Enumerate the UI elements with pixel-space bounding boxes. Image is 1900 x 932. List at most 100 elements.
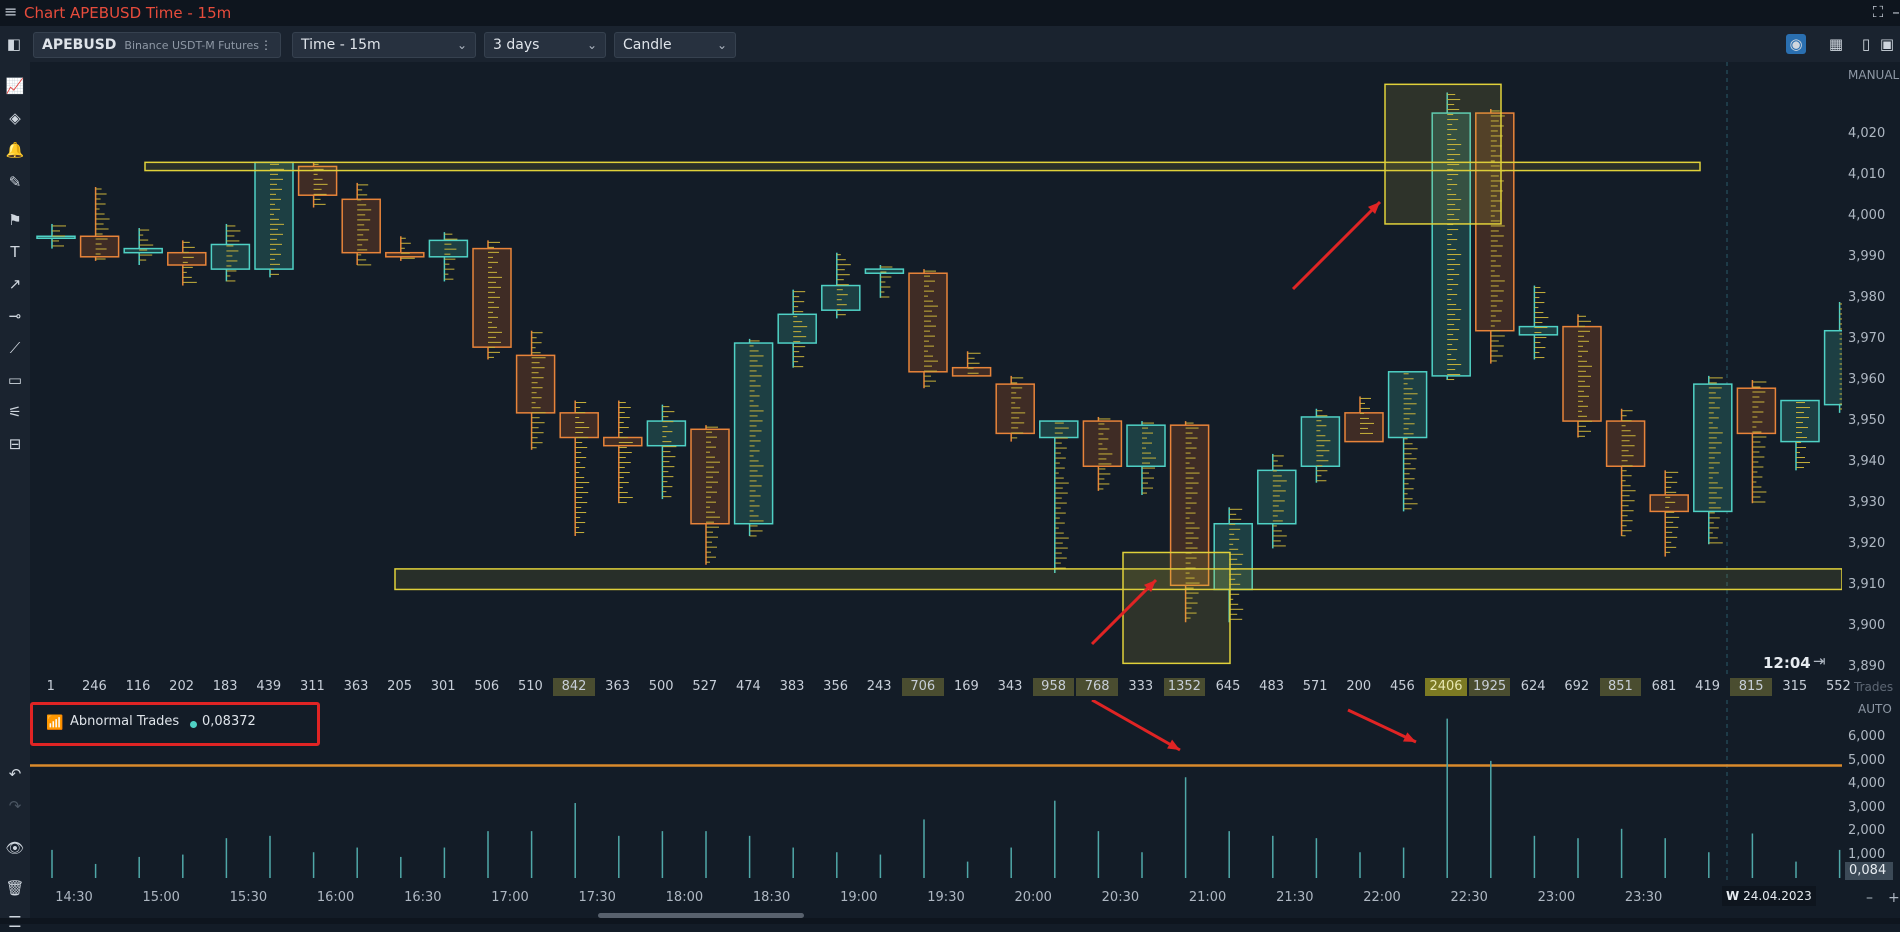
timeframe-select[interactable]: Time - 15m ⌄ [292,32,476,58]
zoom-in-icon[interactable]: + [1888,890,1900,906]
trend-line-icon[interactable]: ⟋ [9,339,21,357]
trades-cell: 815 [1730,678,1772,696]
indicator-legend[interactable]: 📶 Abnormal Trades 0,08372 [30,702,320,746]
zoom-out-icon[interactable]: – [1866,890,1873,906]
candle[interactable] [733,338,774,537]
candle[interactable] [210,223,251,282]
auto-scroll-icon[interactable]: ◉ [1786,34,1806,54]
candle-body [951,366,992,377]
support-zone[interactable] [394,568,1842,591]
chevron-down-icon: ⌄ [586,38,597,52]
candle[interactable] [1257,453,1297,549]
flag-icon[interactable]: ⚑ [8,211,22,229]
price-tick-label: 3,900 [1848,618,1886,634]
candle[interactable] [254,161,294,278]
trades-cell: 842 [553,678,595,696]
range-select[interactable]: 3 days ⌄ [484,32,606,58]
candle[interactable] [167,240,207,286]
trades-cell: 183 [212,679,238,694]
price-tick-label: 3,950 [1848,413,1886,429]
candle[interactable] [515,330,556,450]
horizontal-line-icon[interactable]: ⊸ [8,307,22,325]
time-tick-label: 14:30 [55,890,93,905]
candle[interactable] [646,404,687,500]
time-axis[interactable]: 14:30 15:00 15:30 16:00 16:30 17:00 17:30 18:00… [30,884,1842,912]
candle[interactable] [821,252,861,319]
candle[interactable] [1562,314,1602,438]
abnormal-trades-chart[interactable] [30,700,1842,884]
alert-bell-icon[interactable]: 🔔 [5,141,25,159]
exchange-name: Binance USDT-M Futures [124,39,259,52]
price-axis[interactable]: 4,020 4,010 4,000 3,990 3,980 3,970 3,960 3,950… [1842,62,1900,702]
chart-type-select[interactable]: Candle ⌄ [614,32,736,58]
candle[interactable] [777,289,817,368]
candle[interactable] [951,351,992,377]
candle[interactable] [1780,399,1820,471]
trades-cell: 571 [1302,679,1328,694]
time-tick-label: 15:30 [229,890,268,905]
time-tick-label: 21:30 [1276,890,1314,905]
candle[interactable] [79,186,120,261]
rectangle-tool-icon[interactable]: ▭ [7,371,23,389]
candle[interactable] [1082,416,1123,491]
redo-icon[interactable]: ↷ [8,797,22,815]
candle[interactable] [472,240,512,360]
highlight-box-bottom [1122,551,1231,665]
minimize-icon[interactable]: – [1892,3,1900,21]
candle[interactable] [1126,421,1166,495]
candle[interactable] [1693,375,1733,545]
candle[interactable] [341,182,381,266]
candle[interactable] [1605,408,1646,537]
candle[interactable] [1039,420,1079,574]
candle[interactable] [1736,380,1777,504]
layout-icon[interactable]: ▣ [1879,35,1895,53]
price-scale-mode[interactable]: MANUAL [1848,68,1900,82]
candle[interactable] [603,400,643,504]
candle[interactable] [559,400,599,537]
sub-value-axis[interactable]: 6,000 5,000 4,000 3,000 2,000 1,000 [1842,700,1900,884]
price-tick-label: 3,940 [1848,454,1886,470]
trash-icon[interactable]: 🗑 [5,879,25,897]
keyboard-icon[interactable]: ▦ [1828,35,1844,53]
candle[interactable] [1649,470,1689,557]
candle[interactable] [123,228,163,266]
fullscreen-icon[interactable]: ⛶ [1872,3,1884,21]
indicators-icon[interactable]: 📈 [5,77,25,95]
more-icon[interactable]: ⋮ [260,38,272,52]
sub-scale-mode[interactable]: AUTO [1858,702,1892,716]
pencil-icon[interactable]: ✎ [8,173,22,191]
candle[interactable] [690,425,730,565]
layers-icon[interactable]: ◈ [9,109,21,127]
candle[interactable] [1387,371,1428,512]
trades-cell: 439 [256,679,282,694]
undo-icon[interactable]: ↶ [8,765,22,783]
candle[interactable] [1475,108,1515,364]
horizontal-scrollbar[interactable] [598,913,804,918]
candle[interactable] [1300,408,1341,483]
candle[interactable] [428,232,469,282]
symbol-selector[interactable]: APEBUSD Binance USDT-M Futures ⋮ [33,32,281,58]
candle[interactable] [908,269,948,389]
resistance-zone[interactable] [144,161,1701,172]
candle[interactable] [1518,285,1559,360]
ruler-icon[interactable]: ⊟ [8,435,22,453]
arrow-tool-icon[interactable]: ↗ [8,275,22,293]
candle[interactable] [864,265,905,298]
candle[interactable] [1169,421,1210,623]
candle[interactable] [385,236,425,261]
hamburger-icon[interactable]: ≡ [4,2,18,21]
candle[interactable] [995,375,1035,442]
text-tool-icon[interactable]: T [10,243,20,261]
price-chart[interactable] [30,62,1842,678]
scroll-to-end-icon[interactable]: ⇥ [1813,652,1826,670]
panel-toggle-icon[interactable]: ◧ [6,35,22,53]
time-tick-label: 21:00 [1188,890,1227,905]
indicator-color-dot [190,721,197,728]
candle[interactable] [1823,301,1842,413]
mouse-icon[interactable]: ▯ [1861,35,1871,53]
fibonacci-icon[interactable]: ⚟ [8,403,22,421]
eye-icon[interactable]: 👁 [5,839,25,857]
candle[interactable] [1431,92,1471,381]
candle[interactable] [36,223,76,249]
candle[interactable] [1344,396,1384,443]
